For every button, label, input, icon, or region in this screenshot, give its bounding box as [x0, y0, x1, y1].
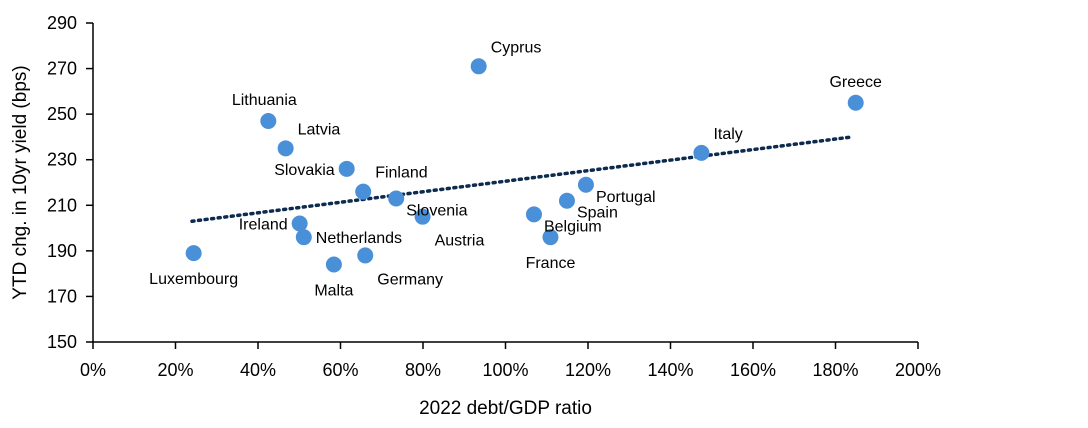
- axes: 150 170 190 210 230 250 270 290 0% 20% 40% 60% 80% 10…: [47, 13, 941, 380]
- point-label-austria: Austria: [435, 233, 485, 250]
- point-latvia: [277, 140, 294, 157]
- x-tick-label: 40%: [240, 360, 276, 380]
- x-tick-label: 0%: [80, 360, 106, 380]
- y-axis-title: YTD chg. in 10yr yield (bps): [10, 65, 31, 299]
- y-tick-label: 210: [47, 195, 77, 215]
- point-slovenia: [388, 190, 405, 207]
- point-label-latvia: Latvia: [298, 121, 341, 138]
- point-label-belgium: Belgium: [544, 218, 602, 235]
- point-malta: [325, 256, 342, 273]
- point-label-finland: Finland: [375, 165, 427, 182]
- point-label-portugal: Portugal: [596, 189, 656, 206]
- point-greece: [847, 94, 864, 111]
- point-label-germany: Germany: [377, 271, 443, 288]
- x-tick-label: 60%: [322, 360, 358, 380]
- points-layer: [185, 58, 864, 273]
- point-label-malta: Malta: [314, 283, 353, 300]
- point-slovakia: [338, 160, 355, 177]
- point-label-spain: Spain: [577, 205, 618, 222]
- point-label-slovakia: Slovakia: [274, 162, 335, 179]
- trendline-layer: [190, 135, 854, 223]
- point-cyprus: [470, 58, 487, 75]
- point-france: [542, 229, 559, 246]
- point-netherlands: [295, 229, 312, 246]
- point-luxembourg: [185, 245, 202, 262]
- point-austria: [414, 208, 431, 225]
- point-portugal: [577, 176, 594, 193]
- point-spain: [558, 192, 575, 209]
- y-tick-label: 170: [47, 286, 77, 306]
- x-tick-label: 200%: [895, 360, 941, 380]
- point-germany: [357, 247, 374, 264]
- y-tick-label: 290: [47, 13, 77, 33]
- x-tick-label: 80%: [405, 360, 441, 380]
- point-label-slovenia: Slovenia: [406, 202, 467, 219]
- y-tick-label: 270: [47, 59, 77, 79]
- y-tick-label: 150: [47, 332, 77, 352]
- x-axis-title: 2022 debt/GDP ratio: [419, 398, 592, 419]
- trendline: [190, 135, 854, 223]
- point-label-cyprus: Cyprus: [491, 39, 542, 56]
- point-ireland: [291, 215, 308, 232]
- point-italy: [693, 144, 710, 161]
- point-label-lithuania: Lithuania: [232, 92, 297, 109]
- x-tick-label: 100%: [482, 360, 528, 380]
- point-label-luxembourg: Luxembourg: [149, 271, 238, 288]
- point-label-italy: Italy: [713, 126, 742, 143]
- point-label-france: France: [526, 255, 576, 272]
- point-label-greece: Greece: [829, 74, 882, 91]
- point-lithuania: [260, 112, 277, 129]
- point-label-netherlands: Netherlands: [316, 230, 402, 247]
- x-tick-label: 120%: [565, 360, 611, 380]
- x-tick-label: 160%: [730, 360, 776, 380]
- point-belgium: [525, 206, 542, 223]
- x-tick-label: 140%: [647, 360, 693, 380]
- x-tick-label: 180%: [812, 360, 858, 380]
- x-tick-label: 20%: [157, 360, 193, 380]
- point-finland: [355, 183, 372, 200]
- y-tick-label: 250: [47, 104, 77, 124]
- y-tick-label: 190: [47, 241, 77, 261]
- y-tick-label: 230: [47, 150, 77, 170]
- point-label-ireland: Ireland: [239, 217, 288, 234]
